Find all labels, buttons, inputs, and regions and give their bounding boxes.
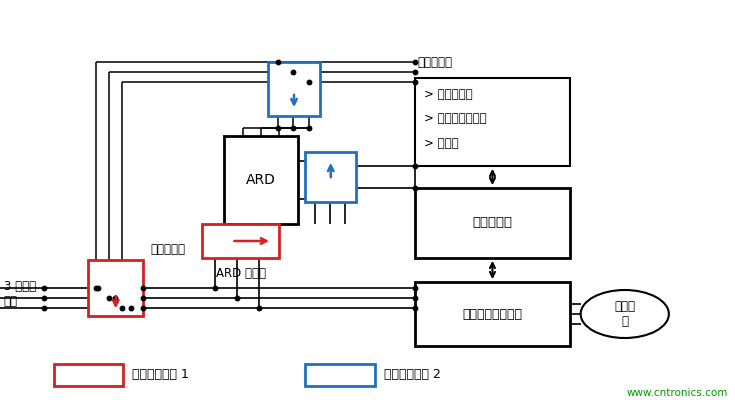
Bar [415,188,570,258]
Text: ARD: ARD [246,173,276,187]
Bar [54,364,123,386]
Text: 电梯牵引驱动装置: 电梯牵引驱动装置 [462,308,523,320]
Text: ARD 接触器: ARD 接触器 [215,267,266,280]
Bar [202,224,279,258]
Text: > 安全链: > 安全链 [424,137,459,150]
Circle shape [581,290,669,338]
Bar [415,282,570,346]
Text: 其他子系统: 其他子系统 [417,56,453,69]
Text: www.cntronics.com: www.cntronics.com [626,388,728,398]
Text: > 门机控制器: > 门机控制器 [424,88,473,100]
Text: 电源接触器: 电源接触器 [151,243,186,256]
Text: 互锁接触器组 1: 互锁接触器组 1 [132,368,189,382]
Bar [268,62,320,116]
Text: 牵引电
机: 牵引电 机 [614,300,635,328]
Text: 3 相电源
输入: 3 相电源 输入 [4,280,36,308]
Text: 互锁接触器组 2: 互锁接触器组 2 [384,368,440,382]
Bar [415,78,570,166]
Bar [305,152,356,202]
Text: 电梯控制器: 电梯控制器 [473,216,512,230]
Bar [88,260,143,316]
Bar [224,136,298,224]
Bar [305,364,375,386]
Text: > 电梯制动控制器: > 电梯制动控制器 [424,112,487,125]
